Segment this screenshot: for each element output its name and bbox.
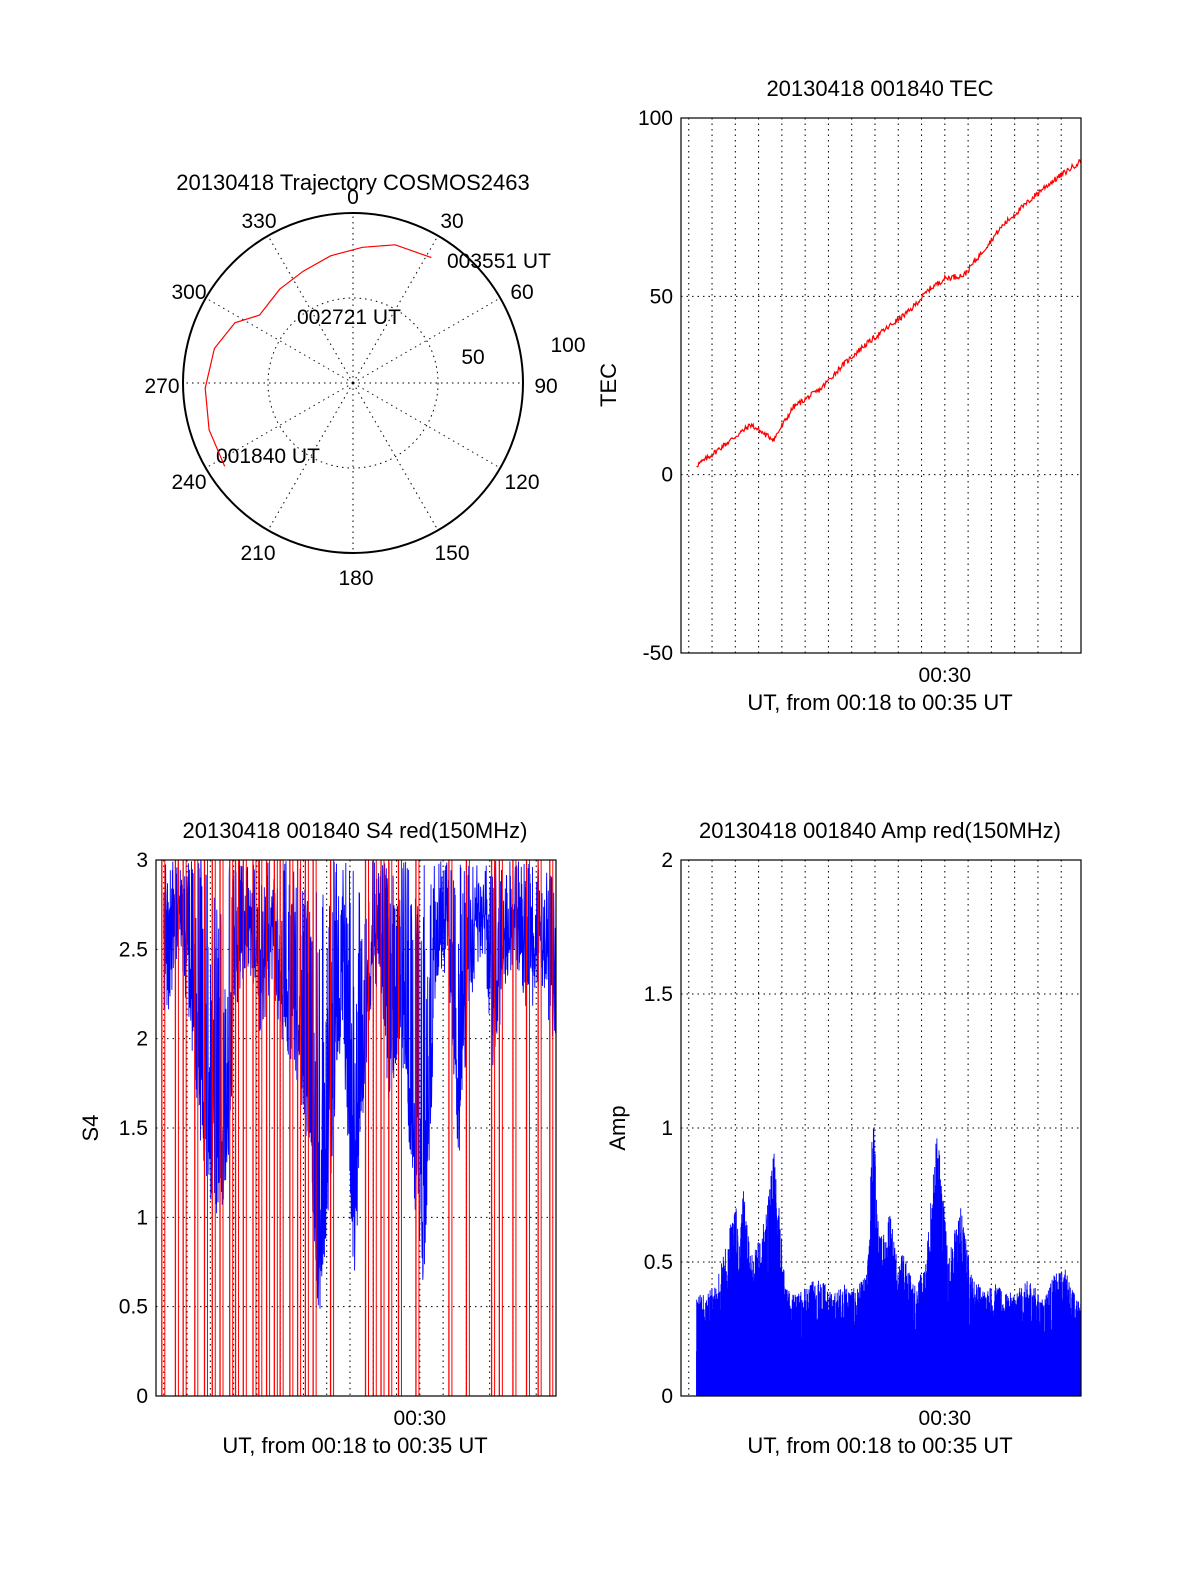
- amp-blue-series: [696, 1127, 1082, 1396]
- polar-time-label: 003551 UT: [447, 250, 551, 273]
- polar-azimuth-label-30: 30: [440, 210, 463, 233]
- y-tick-label: 0.5: [119, 1296, 148, 1319]
- s4-xlabel: UT, from 00:18 to 00:35 UT: [222, 1433, 487, 1458]
- trajectory-line: [204, 244, 432, 467]
- y-tick-label: 0: [661, 1385, 673, 1408]
- y-tick-label: 2: [661, 849, 673, 872]
- polar-azimuth-label-150: 150: [434, 542, 469, 565]
- y-tick-label: 100: [638, 107, 673, 130]
- x-tick-label: 00:30: [919, 1407, 972, 1430]
- polar-azimuth-label-330: 330: [241, 210, 276, 233]
- polar-grid: [182, 212, 524, 554]
- plot-frame: [680, 859, 1082, 1397]
- y-tick-label: 3: [136, 849, 148, 872]
- tec-title: 20130418 001840 TEC: [766, 76, 993, 101]
- y-tick-label: 2.5: [119, 938, 148, 961]
- y-tick-label: 0: [136, 1385, 148, 1408]
- polar-trajectory: [204, 244, 432, 467]
- polar-azimuth-label-210: 210: [240, 542, 275, 565]
- polar-azimuth-label-300: 300: [171, 281, 206, 304]
- polar-azimuth-label-0: 0: [347, 186, 359, 209]
- y-tick-label: 1.5: [644, 983, 673, 1006]
- amp-xlabel: UT, from 00:18 to 00:35 UT: [747, 1433, 1012, 1458]
- polar-radius-label-50: 50: [461, 346, 484, 369]
- amp-ylabel: Amp: [605, 1105, 630, 1150]
- tec-xlabel: UT, from 00:18 to 00:35 UT: [747, 690, 1012, 715]
- x-tick-label: 00:30: [394, 1407, 447, 1430]
- polar-azimuth-label-90: 90: [534, 375, 557, 398]
- polar-spoke-210: [267, 382, 354, 531]
- y-tick-label: 50: [650, 285, 673, 308]
- polar-ring-50: [267, 297, 439, 469]
- polar-spoke-240: [205, 382, 354, 469]
- amp-panel: 20130418 001840 Amp red(150MHz) UT, from…: [605, 818, 1082, 1458]
- polar-spoke-60: [352, 297, 501, 384]
- polar-time-label: 001840 UT: [216, 445, 320, 468]
- polar-spoke-300: [205, 297, 354, 384]
- polar-azimuth-label-270: 270: [144, 375, 179, 398]
- polar-trajectory-panel: 20130418 Trajectory COSMOS2463 0 30 60 90 12…: [144, 170, 585, 590]
- s4-title: 20130418 001840 S4 red(150MHz): [183, 818, 528, 843]
- polar-azimuth-label-180: 180: [338, 567, 373, 590]
- y-tick-label: 0.5: [644, 1251, 673, 1274]
- x-tick-label: 00:30: [919, 664, 972, 687]
- polar-azimuth-label-240: 240: [171, 471, 206, 494]
- polar-labels: 0 30 60 90 120 150 180 210 240 270 300 330 50 100 0035…: [144, 186, 585, 590]
- polar-spoke-150: [352, 382, 439, 531]
- polar-spoke-30: [352, 235, 439, 384]
- tec-panel: 20130418 001840 TEC UT, from 00:18 to 00…: [596, 76, 1082, 715]
- grid-lines: [681, 118, 1081, 653]
- polar-time-label: 002721 UT: [297, 306, 401, 329]
- polar-title: 20130418 Trajectory COSMOS2463: [176, 170, 529, 195]
- y-tick-label: 1: [661, 1117, 673, 1140]
- polar-spoke-330: [267, 235, 354, 384]
- y-tick-label: 0: [661, 464, 673, 487]
- plot-frame: [680, 117, 1082, 654]
- plot-frame: [155, 859, 557, 1397]
- y-tick-label: -50: [643, 642, 673, 665]
- polar-outer-ring: [182, 212, 524, 554]
- s4-ylabel: S4: [78, 1115, 103, 1142]
- polar-azimuth-label-60: 60: [510, 281, 533, 304]
- s4-panel: 20130418 001840 S4 red(150MHz) UT, from …: [78, 818, 557, 1458]
- y-tick-label: 1: [136, 1206, 148, 1229]
- y-tick-label: 1.5: [119, 1117, 148, 1140]
- polar-spoke-120: [352, 382, 501, 469]
- tec-ylabel: TEC: [596, 363, 621, 407]
- polar-radius-label-100: 100: [550, 334, 585, 357]
- polar-azimuth-label-120: 120: [504, 471, 539, 494]
- tec-series-line: [696, 158, 1082, 468]
- amp-title: 20130418 001840 Amp red(150MHz): [699, 818, 1061, 843]
- y-tick-label: 2: [136, 1028, 148, 1051]
